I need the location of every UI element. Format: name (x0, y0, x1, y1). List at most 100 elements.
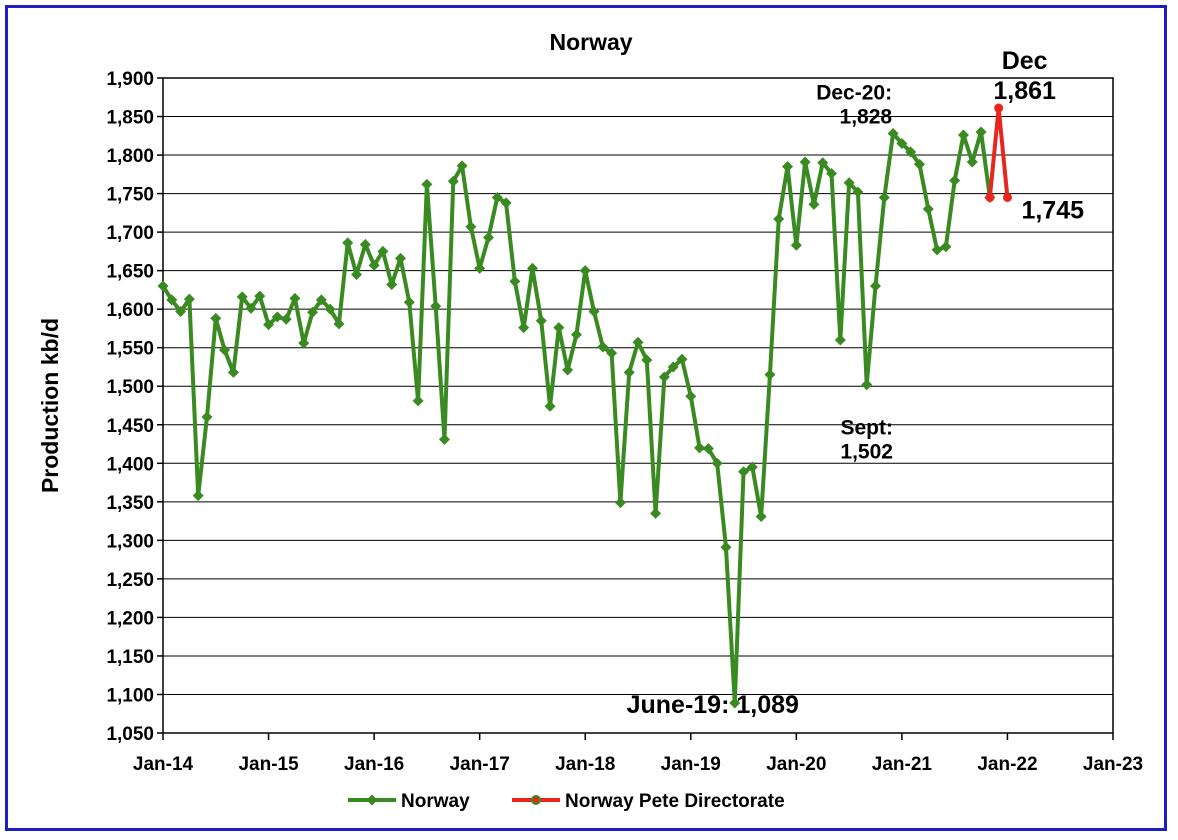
norway-point (333, 318, 345, 330)
norway-point (236, 291, 248, 303)
y-tick-label: 1,600 (106, 300, 154, 321)
norway-point (351, 269, 363, 280)
x-tick-label: Jan-20 (766, 754, 826, 775)
norway-point (579, 265, 591, 277)
x-tick-label: Jan-22 (977, 754, 1037, 775)
norway-point (192, 490, 204, 502)
norway-point (553, 322, 565, 334)
annotation-dec: Dec (1002, 47, 1048, 75)
norway-point (289, 292, 301, 304)
y-axis-label: Production kb/d (37, 318, 63, 493)
norway-point (834, 334, 846, 346)
norway-point (509, 275, 521, 287)
norway-point (817, 157, 829, 169)
x-tick-label: Jan-18 (555, 754, 615, 775)
norway-point (245, 302, 257, 314)
pete-directorate-point (985, 192, 995, 202)
annotation-sept: 1,502 (840, 441, 893, 464)
norway-point (711, 457, 723, 469)
norway-point (263, 319, 275, 331)
norway-point (544, 400, 556, 412)
norway-point (826, 168, 838, 180)
y-tick-label: 1,500 (106, 377, 154, 398)
annotation-dec-20: Dec-20: (816, 81, 892, 104)
data-series (157, 103, 1012, 709)
norway-point (474, 262, 486, 274)
legend-marker-norway (366, 794, 378, 806)
norway-point (368, 259, 380, 271)
norway-point (614, 497, 626, 509)
pete-directorate-line (987, 106, 1010, 198)
norway-point (307, 306, 319, 318)
x-tick-label: Jan-16 (344, 754, 404, 775)
legend: Norway Norway Pete Directorate (348, 791, 785, 812)
series-norway (157, 126, 996, 709)
y-tick-label: 1,900 (106, 69, 154, 90)
annotation-june-19: June-19: 1,089 (627, 691, 799, 719)
norway-point (430, 300, 442, 312)
norway-point (377, 245, 389, 257)
chart-frame: Norway Production kb/d 1,050 1,100 1,150 1,… (5, 5, 1167, 831)
norway-point (896, 138, 908, 149)
norway-point (324, 303, 336, 315)
legend-item-norway: Norway (348, 791, 470, 812)
y-tick-label: 1,700 (106, 223, 154, 244)
norway-point (799, 156, 811, 168)
y-tick-label: 1,400 (106, 454, 154, 475)
pete-directorate-point (1002, 192, 1012, 202)
norway-point (227, 366, 239, 378)
norway-point (447, 175, 459, 187)
norway-point (597, 341, 609, 353)
norway-point (746, 461, 758, 473)
norway-point (790, 239, 802, 251)
norway-point (966, 156, 978, 168)
norway-point (870, 280, 881, 292)
legend-item-pete-directorate: Norway Pete Directorate (512, 791, 785, 812)
norway-point (175, 305, 187, 317)
y-tick-label: 1,050 (106, 724, 154, 745)
norway-point (764, 369, 776, 381)
norway-point (588, 305, 600, 317)
legend-label-norway: Norway (401, 791, 470, 812)
x-axis-ticks: Jan-14 Jan-15 Jan-16 Jan-17 Jan-18 Jan-19 Jan-… (133, 733, 1143, 775)
norway-point (535, 315, 547, 327)
norway-point (280, 313, 292, 325)
y-tick-label: 1,150 (106, 647, 154, 668)
norway-point (421, 178, 433, 190)
norway-point (957, 129, 969, 141)
annotation-1745: 1,745 (1021, 196, 1084, 224)
series-norway-pete-directorate (985, 103, 1012, 202)
norway-point (650, 507, 662, 519)
plot-area (162, 77, 1114, 734)
y-tick-label: 1,200 (106, 608, 154, 629)
x-tick-label: Jan-21 (872, 754, 933, 775)
x-tick-label: Jan-14 (133, 754, 194, 775)
norway-point (210, 312, 222, 324)
norway-point (219, 344, 231, 356)
y-tick-label: 1,100 (106, 685, 154, 706)
norway-point (773, 213, 785, 225)
norway-point (940, 241, 952, 253)
norway-point (157, 280, 169, 292)
norway-point (606, 347, 618, 359)
norway-point (298, 337, 310, 349)
gridlines (163, 77, 1113, 734)
norway-point (729, 697, 741, 709)
norway-point (694, 442, 706, 454)
norway-point (570, 329, 582, 341)
norway-point (342, 237, 354, 249)
norway-point (632, 336, 644, 348)
x-tick-label: Jan-23 (1083, 754, 1143, 775)
pete-directorate-point (994, 103, 1004, 113)
norway-point (271, 311, 283, 323)
norway-point (500, 197, 512, 209)
norway-point (482, 232, 494, 244)
annotation-dec: 1,861 (993, 77, 1056, 105)
norway-point (702, 443, 714, 455)
norway-point (395, 252, 406, 264)
norway-point (738, 466, 750, 478)
norway-point (315, 294, 327, 306)
y-tick-label: 1,850 (106, 108, 154, 129)
y-tick-label: 1,250 (106, 570, 154, 591)
